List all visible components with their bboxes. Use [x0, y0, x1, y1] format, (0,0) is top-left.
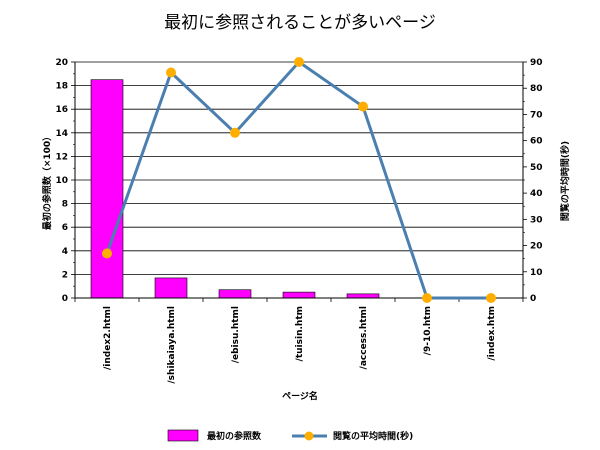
y-right-tick-label: 70	[530, 110, 543, 120]
line-point	[422, 293, 432, 303]
y-right-tick-label: 90	[530, 58, 543, 68]
line-point	[358, 101, 368, 112]
plot-area: 0 2 4 6 8 10 12 14 16 18 20 0 10 20 30 40 50 60 70 80 90/ind…	[55, 57, 543, 384]
line-point	[230, 127, 240, 138]
bar	[346, 293, 380, 299]
line-point	[294, 57, 304, 67]
legend-label-bar: 最初の参照数	[207, 430, 262, 442]
legend: 最初の参照数 閲覧の平均時間(秒)	[167, 429, 413, 442]
x-tick-label: /9-10.htm	[423, 306, 433, 355]
x-tick-label: /shikaiaya.html	[167, 306, 177, 384]
y-right-tick-label: 20	[530, 242, 543, 252]
x-axis-title: ページ名	[282, 390, 318, 402]
y-right-tick-label: 10	[530, 268, 543, 278]
chart-title: 最初に参照されることが多いページ	[164, 13, 436, 33]
bar	[154, 277, 188, 299]
y-left-tick-label: 0	[62, 294, 68, 304]
bar	[218, 289, 252, 299]
x-tick-label: /ebisu.html	[231, 306, 241, 363]
y-right-tick-label: 0	[530, 294, 536, 304]
y-left-tick-label: 20	[55, 58, 68, 68]
y-right-tick-label: 40	[530, 189, 543, 199]
y-right-tick-label: 60	[530, 137, 543, 147]
y-axis-title-left: 最初の参照数（×100）	[41, 132, 53, 230]
x-tick-label: /index2.html	[103, 306, 113, 370]
y-left-tick-label: 14	[55, 129, 68, 139]
y-right-tick-label: 80	[530, 84, 543, 94]
y-left-tick-label: 8	[62, 200, 68, 210]
y-right-tick-label: 50	[530, 163, 543, 173]
y-left-tick-label: 6	[62, 223, 68, 233]
legend-swatch-marker	[304, 431, 314, 441]
line-point	[166, 67, 176, 78]
line-point	[102, 248, 112, 259]
bar	[90, 79, 124, 299]
x-tick-label: /tuisin.htm	[295, 306, 305, 361]
y-left-tick-label: 16	[55, 105, 68, 115]
bar	[282, 291, 316, 299]
y-left-tick-label: 12	[55, 152, 68, 162]
y-right-tick-label: 30	[530, 215, 543, 225]
x-tick-label: /access.html	[359, 306, 369, 369]
legend-swatch-bar	[167, 429, 199, 442]
y-left-tick-label: 4	[62, 247, 68, 257]
y-left-tick-label: 18	[55, 82, 68, 92]
y-axis-title-right: 閲覧の平均時間(秒)	[559, 141, 571, 221]
x-tick-label: /index.htm	[487, 306, 497, 361]
legend-label-line: 閲覧の平均時間(秒)	[333, 430, 413, 442]
y-left-tick-label: 10	[55, 176, 68, 186]
line-point	[486, 293, 496, 303]
y-left-tick-label: 2	[62, 270, 68, 280]
